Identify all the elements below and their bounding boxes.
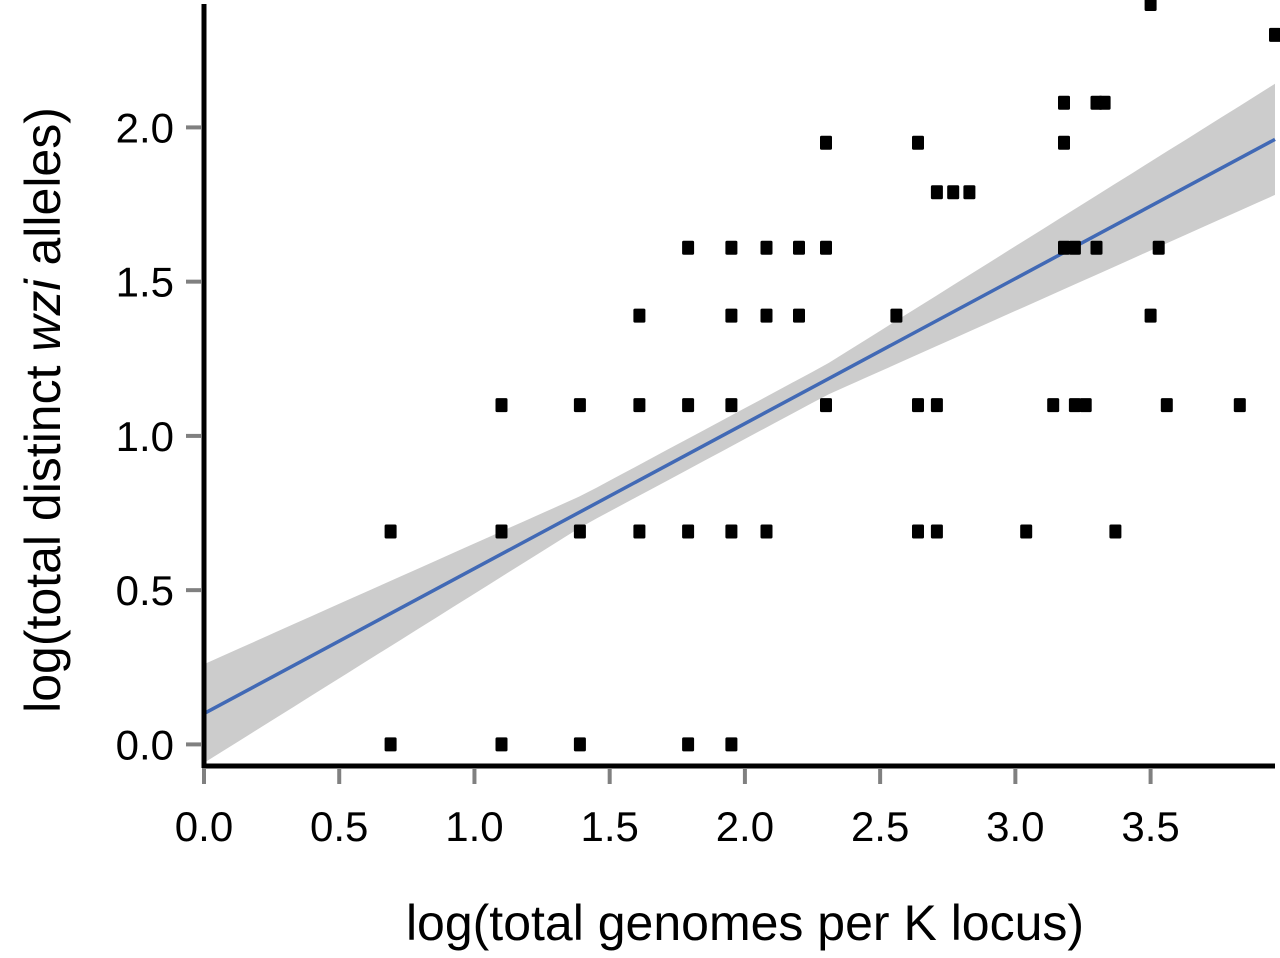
x-axis-title: log(total genomes per K locus)	[406, 895, 1084, 951]
data-point	[384, 524, 397, 539]
axes-layer	[201, 4, 1275, 769]
data-point	[947, 185, 960, 200]
data-point	[1109, 524, 1122, 539]
data-point	[1160, 398, 1173, 413]
data-point	[760, 524, 773, 539]
x-tick-label: 0.5	[310, 803, 368, 850]
y-tick-label: 0.5	[116, 567, 174, 614]
x-tick-label: 0.0	[175, 803, 233, 850]
data-point	[1144, 308, 1157, 323]
data-point	[384, 737, 397, 752]
data-point	[682, 398, 695, 413]
data-point	[760, 308, 773, 323]
x-tick-label: 1.5	[580, 803, 638, 850]
x-tick-label: 1.0	[445, 803, 503, 850]
y-axis-title: log(total distinct wzi alleles)	[15, 107, 71, 713]
data-point	[573, 737, 586, 752]
data-point	[633, 524, 646, 539]
data-point	[1020, 524, 1033, 539]
data-point	[1068, 398, 1081, 413]
data-point	[1047, 398, 1060, 413]
data-point	[912, 398, 924, 413]
y-tick-label: 2.0	[116, 104, 174, 151]
x-tick-label: 2.0	[716, 803, 774, 850]
data-point	[1152, 240, 1165, 255]
data-point	[890, 308, 903, 323]
data-point	[1058, 135, 1070, 150]
data-point	[1058, 240, 1070, 255]
x-tick-label: 2.5	[851, 803, 909, 850]
data-point	[682, 524, 695, 539]
data-point	[1144, 0, 1157, 11]
data-point	[930, 524, 943, 539]
data-point	[682, 240, 695, 255]
confidence-band-layer	[204, 83, 1275, 763]
data-point	[912, 524, 924, 539]
data-point	[1269, 27, 1280, 42]
data-point	[820, 135, 832, 150]
data-point	[495, 398, 508, 413]
x-tick-label: 3.5	[1121, 803, 1179, 850]
data-point	[573, 398, 586, 413]
data-point	[1233, 398, 1246, 413]
y-axis-title-prefix: log(total distinct	[15, 352, 71, 713]
data-point	[633, 398, 646, 413]
data-point	[682, 737, 695, 752]
data-point	[633, 308, 646, 323]
data-point	[1090, 240, 1103, 255]
data-point	[573, 524, 586, 539]
data-point	[793, 308, 805, 323]
fit-line-layer	[203, 137, 1276, 716]
points-layer	[384, 0, 1280, 752]
ticks-layer: 0.0 0.5 1.0 1.5 2.0 2.5 3.0 3.5 0.0 0.5 1.0 1.5 2.0	[116, 104, 1180, 850]
y-tick-label: 1.0	[116, 413, 174, 460]
y-tick-label: 0.0	[116, 721, 174, 768]
data-point	[1098, 95, 1111, 110]
y-axis-title-suffix: alleles)	[15, 107, 71, 279]
data-point	[1058, 95, 1070, 110]
confidence-band	[204, 83, 1275, 763]
data-point	[725, 524, 738, 539]
data-point	[760, 240, 773, 255]
x-tick-label: 3.0	[986, 803, 1044, 850]
data-point	[820, 398, 832, 413]
data-point	[725, 737, 738, 752]
data-point	[963, 185, 976, 200]
y-tick-label: 1.5	[116, 259, 174, 306]
data-point	[495, 524, 508, 539]
data-point	[725, 398, 738, 413]
data-point	[1068, 240, 1081, 255]
data-point	[930, 185, 943, 200]
data-point	[912, 135, 924, 150]
data-point	[725, 240, 738, 255]
data-point	[930, 398, 943, 413]
data-point	[725, 308, 738, 323]
data-point	[793, 240, 805, 255]
data-point	[1079, 398, 1092, 413]
regression-line	[203, 137, 1276, 716]
y-axis-title-italic: wzi	[15, 278, 71, 352]
data-point	[495, 737, 508, 752]
data-point	[820, 240, 832, 255]
